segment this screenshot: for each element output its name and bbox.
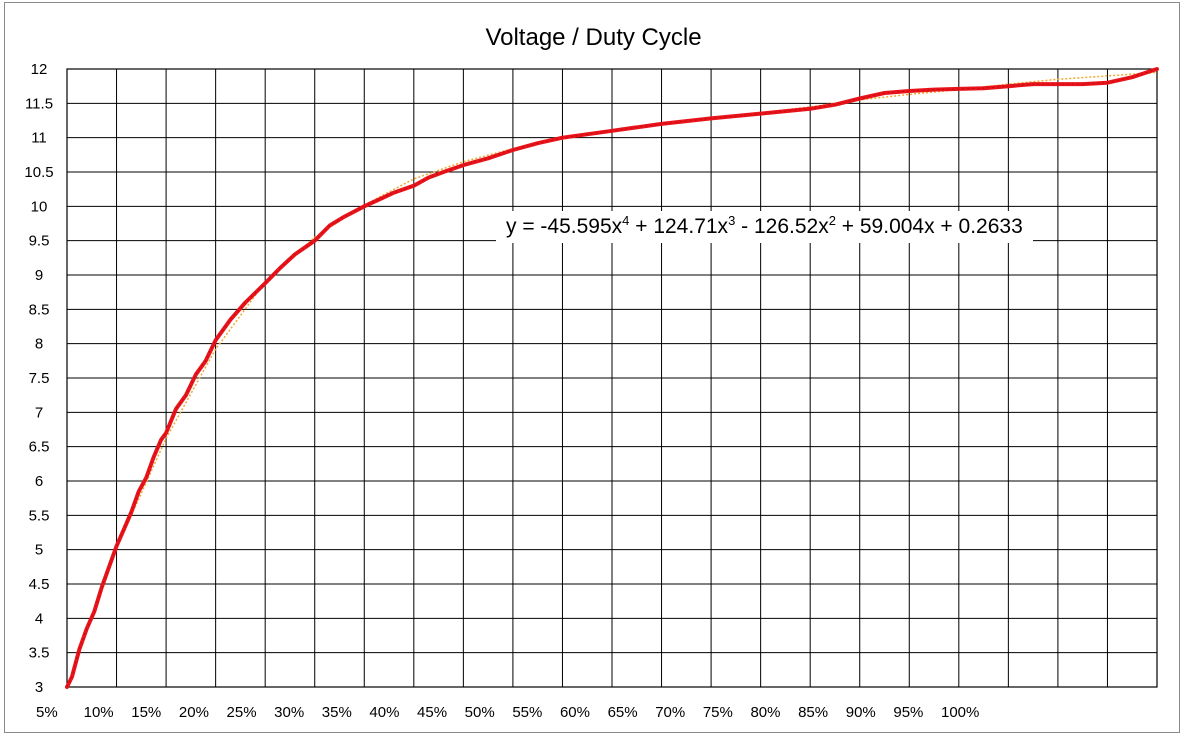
y-tick-label: 8 — [35, 336, 43, 353]
y-tick-label: 9.5 — [29, 233, 50, 250]
x-tick-label: 80% — [750, 704, 780, 721]
equation-exponent: 2 — [828, 213, 836, 228]
y-tick-label: 11.5 — [25, 95, 53, 112]
x-tick-label: 95% — [893, 704, 923, 721]
x-tick-label: 25% — [227, 704, 257, 721]
x-tick-label: 100% — [941, 704, 979, 721]
y-tick-label: 4.5 — [29, 576, 50, 593]
y-tick-label: 6.5 — [29, 439, 50, 456]
y-tick-label: 12 — [31, 61, 48, 78]
data-line — [65, 67, 1159, 689]
y-tick-label: 3 — [35, 679, 43, 696]
x-tick-label: 45% — [417, 704, 447, 721]
chart-grid — [66, 68, 1158, 688]
x-tick-label: 20% — [179, 704, 209, 721]
x-tick-label: 90% — [846, 704, 876, 721]
x-tick-label: 65% — [608, 704, 638, 721]
y-tick-label: 8.5 — [29, 301, 50, 318]
y-tick-label: 11 — [31, 130, 47, 147]
trendline-equation: y = -45.595x4 + 124.71x3 - 126.52x2 + 59… — [496, 211, 1033, 243]
chart-series — [65, 67, 1159, 689]
x-tick-label: 5% — [36, 704, 58, 721]
x-tick-label: 70% — [655, 704, 685, 721]
x-tick-label: 15% — [131, 704, 161, 721]
equation-exponent: 4 — [622, 213, 630, 228]
y-tick-label: 5.5 — [29, 507, 50, 524]
y-tick-label: 5 — [35, 542, 43, 559]
x-tick-label: 85% — [798, 704, 828, 721]
y-tick-label: 3.5 — [29, 645, 50, 662]
y-tick-label: 7.5 — [29, 370, 50, 387]
equation-exponent: 3 — [728, 213, 736, 228]
x-tick-label: 55% — [512, 704, 542, 721]
y-tick-label: 7 — [35, 404, 43, 421]
equation-part: y = -45.595x — [506, 215, 623, 238]
equation-part: - 126.52x — [735, 215, 829, 238]
chart-title: Voltage / Duty Cycle — [485, 24, 702, 51]
equation-part: + 59.004x + 0.2633 — [835, 215, 1023, 238]
y-tick-label: 10.5 — [24, 164, 53, 181]
y-tick-label: 6 — [35, 473, 43, 490]
y-tick-label: 9 — [35, 267, 43, 284]
x-tick-label: 60% — [560, 704, 590, 721]
x-tick-label: 50% — [465, 704, 495, 721]
y-tick-label: 4 — [35, 610, 43, 627]
equation-part: + 124.71x — [629, 215, 729, 238]
x-tick-label: 30% — [274, 704, 304, 721]
x-tick-label: 40% — [369, 704, 399, 721]
x-tick-label: 35% — [322, 704, 352, 721]
y-tick-label: 10 — [31, 198, 48, 215]
x-tick-label: 75% — [703, 704, 733, 721]
x-axis-tick-labels: 5% 10% 15% 20% 25% 30% 35% 40% 45% 50% 55% 60% 65% 70… — [36, 704, 979, 721]
x-tick-label: 10% — [84, 704, 114, 721]
y-axis-tick-labels: 3 3.5 4 4.5 5 5.5 6 6.5 7 7.5 8 8.5 9 9.5 10 10.5 11 11.5… — [24, 61, 53, 696]
